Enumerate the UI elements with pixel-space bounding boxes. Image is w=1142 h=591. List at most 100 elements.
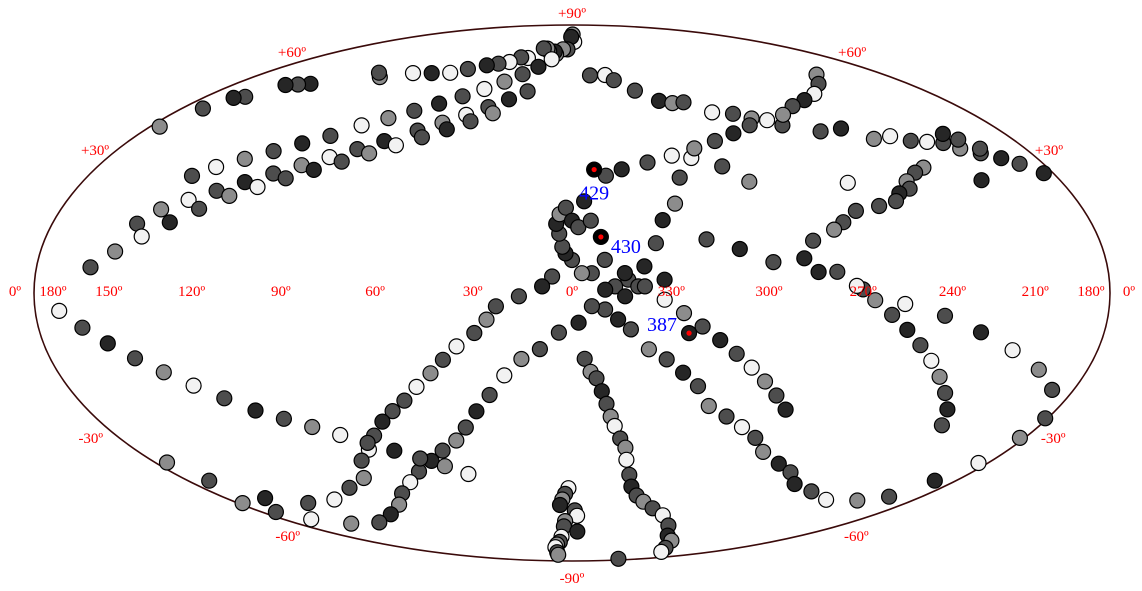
data-point bbox=[700, 397, 717, 415]
data-point bbox=[849, 492, 866, 509]
axis-labels: 180º 150º 120º 90º 60º 30º 0º 330º 300º 270º 240º 2… bbox=[9, 6, 1136, 587]
longitude-label: 180º bbox=[39, 284, 67, 300]
data-point bbox=[434, 351, 451, 368]
longitude-label: 330º bbox=[658, 284, 686, 300]
data-point bbox=[249, 178, 266, 196]
data-point bbox=[605, 72, 622, 89]
latitude-label: -60º bbox=[275, 529, 300, 545]
data-point bbox=[596, 251, 613, 268]
data-point bbox=[570, 314, 587, 331]
longitude-label: 30º bbox=[463, 284, 483, 300]
data-point bbox=[573, 265, 591, 282]
latitude-label: +60º bbox=[278, 45, 306, 61]
data-point bbox=[550, 546, 567, 563]
data-point bbox=[277, 76, 294, 94]
data-point bbox=[423, 64, 440, 82]
data-point bbox=[481, 386, 498, 404]
data-point bbox=[1035, 165, 1052, 182]
data-point bbox=[1011, 155, 1028, 172]
data-point bbox=[300, 494, 317, 512]
data-point bbox=[596, 301, 614, 318]
data-point bbox=[926, 472, 943, 489]
data-point bbox=[881, 128, 899, 145]
data-point bbox=[972, 324, 990, 341]
data-point bbox=[741, 173, 758, 190]
data-point bbox=[832, 120, 850, 137]
data-point bbox=[322, 127, 339, 144]
data-point bbox=[341, 479, 358, 496]
data-point bbox=[712, 332, 729, 349]
data-point bbox=[671, 169, 688, 186]
data-point bbox=[675, 305, 693, 322]
data-point bbox=[434, 442, 451, 459]
data-point bbox=[839, 174, 856, 191]
data-point bbox=[221, 187, 238, 204]
latitude-label: -30º bbox=[1041, 431, 1066, 447]
data-point bbox=[551, 496, 569, 514]
data-point bbox=[663, 147, 680, 164]
data-point bbox=[618, 451, 635, 468]
data-point bbox=[1043, 381, 1061, 398]
data-point bbox=[153, 201, 170, 218]
data-point bbox=[971, 140, 989, 157]
data-point bbox=[158, 454, 176, 471]
data-point bbox=[902, 132, 919, 149]
data-point bbox=[332, 426, 349, 444]
data-point bbox=[796, 250, 813, 267]
data-point bbox=[404, 64, 422, 82]
data-point bbox=[654, 212, 671, 229]
data-point bbox=[694, 318, 711, 335]
data-point bbox=[777, 401, 794, 418]
data-point bbox=[583, 298, 601, 315]
data-point bbox=[476, 80, 493, 98]
data-point bbox=[829, 263, 846, 280]
data-point bbox=[733, 419, 751, 436]
outer-longitude-label: 0º bbox=[9, 284, 22, 300]
data-point bbox=[487, 298, 504, 315]
data-point bbox=[867, 292, 884, 309]
data-point bbox=[267, 503, 284, 521]
data-point bbox=[133, 228, 150, 245]
data-point bbox=[569, 523, 586, 540]
data-point bbox=[883, 306, 901, 323]
data-point bbox=[973, 172, 990, 189]
data-point bbox=[387, 137, 404, 154]
data-point bbox=[442, 64, 459, 81]
data-point bbox=[698, 231, 715, 248]
data-point bbox=[402, 474, 419, 491]
data-point bbox=[936, 384, 954, 402]
data-point bbox=[234, 495, 251, 512]
data-point bbox=[582, 212, 599, 229]
data-point bbox=[609, 311, 627, 328]
data-point bbox=[847, 202, 865, 219]
data-point bbox=[454, 88, 471, 105]
source-label-430: 430 bbox=[611, 236, 641, 258]
data-point bbox=[236, 150, 253, 167]
data-point bbox=[216, 390, 233, 407]
data-point bbox=[422, 365, 439, 382]
data-point bbox=[466, 324, 483, 342]
data-point bbox=[74, 319, 91, 336]
data-point bbox=[897, 295, 914, 313]
data-point bbox=[1037, 410, 1054, 427]
data-point bbox=[812, 123, 829, 140]
data-point bbox=[151, 118, 168, 135]
data-point bbox=[183, 167, 201, 184]
data-point bbox=[500, 91, 518, 108]
data-point bbox=[51, 302, 68, 319]
data-point bbox=[305, 161, 322, 178]
longitude-label: 60º bbox=[365, 284, 385, 300]
source-label-429: 429 bbox=[579, 183, 609, 205]
longitude-label: 240º bbox=[939, 284, 967, 300]
data-point bbox=[438, 121, 455, 138]
data-point bbox=[918, 133, 936, 150]
longitude-label: 90º bbox=[271, 284, 291, 300]
data-point bbox=[431, 95, 448, 112]
data-point bbox=[519, 83, 536, 100]
data-point bbox=[277, 170, 294, 187]
outer-longitude-label: 0º bbox=[1123, 284, 1136, 300]
data-point bbox=[731, 240, 748, 258]
data-point bbox=[870, 197, 888, 215]
data-point bbox=[768, 387, 785, 404]
longitude-label: 120º bbox=[178, 284, 206, 300]
